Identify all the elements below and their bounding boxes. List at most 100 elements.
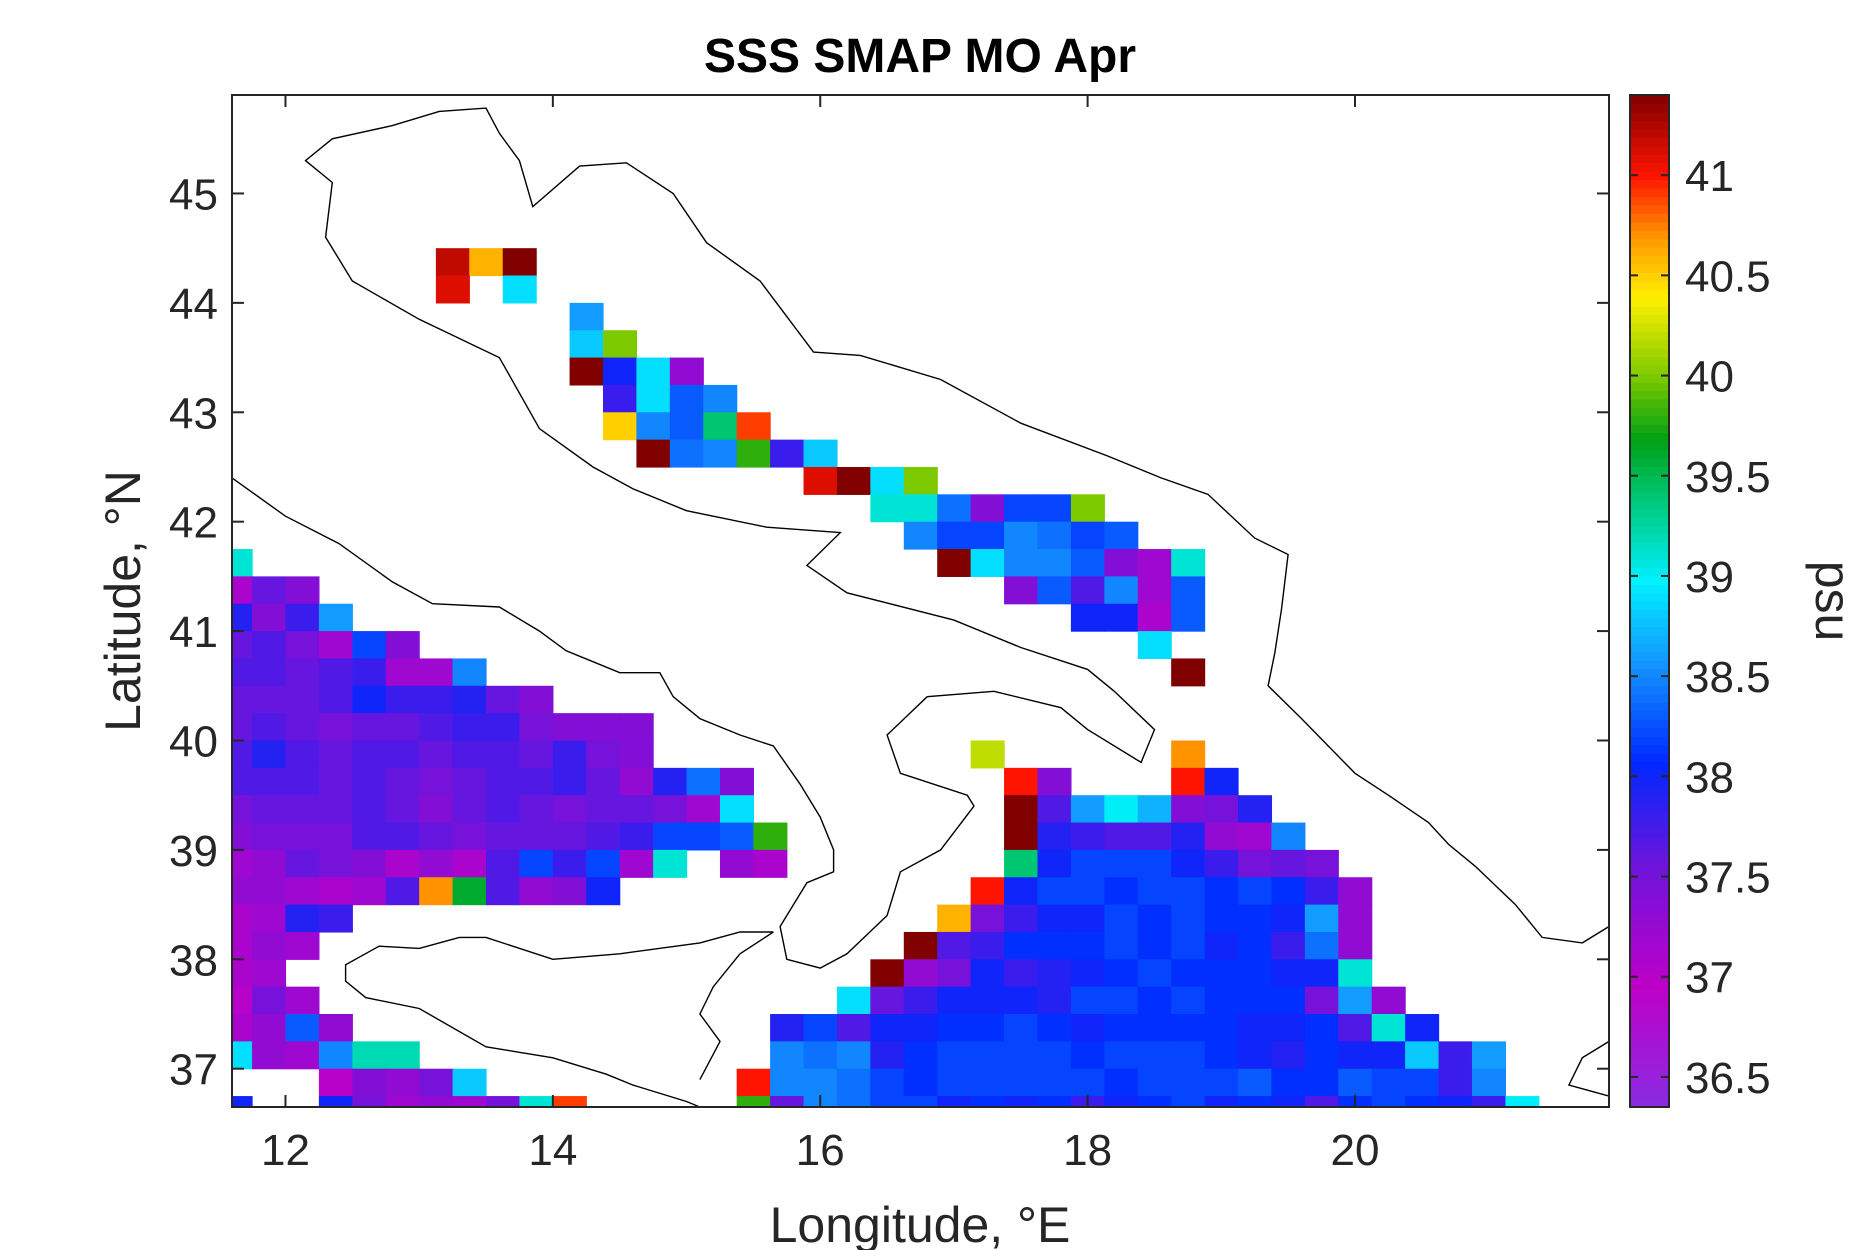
colorbar-band — [1630, 364, 1669, 375]
colorbar-band — [1630, 786, 1669, 796]
salinity-cell — [1104, 1041, 1139, 1070]
salinity-cell — [1037, 1014, 1072, 1042]
colorbar-band — [1630, 854, 1669, 864]
colorbar-band — [1630, 449, 1669, 459]
salinity-cell — [318, 1096, 353, 1107]
salinity-cell — [736, 1068, 771, 1097]
salinity-cell — [285, 931, 320, 960]
salinity-cell — [1271, 986, 1306, 1015]
colorbar-band — [1630, 668, 1669, 678]
salinity-cell — [519, 1096, 554, 1107]
salinity-cell — [1070, 877, 1105, 906]
salinity-cell — [1037, 931, 1072, 960]
colorbar-band — [1630, 845, 1669, 855]
salinity-cells — [232, 248, 1540, 1107]
salinity-cell — [385, 1068, 420, 1097]
salinity-cell — [452, 877, 487, 906]
salinity-cell — [1405, 1068, 1440, 1097]
salinity-cell — [1438, 1096, 1473, 1107]
salinity-cell — [619, 795, 654, 824]
salinity-cell — [1004, 986, 1039, 1015]
salinity-cell — [1271, 849, 1306, 878]
salinity-cell — [1104, 849, 1139, 878]
colorbar-band — [1630, 154, 1669, 164]
colorbar-band — [1630, 103, 1669, 113]
salinity-cell — [419, 740, 454, 769]
salinity-cell — [619, 740, 654, 769]
salinity-cell — [1171, 576, 1206, 605]
salinity-cell — [232, 849, 253, 878]
salinity-cell — [1304, 1014, 1339, 1042]
colorbar-band — [1630, 955, 1669, 965]
colorbar-band — [1630, 204, 1669, 214]
colorbar-band — [1630, 1081, 1669, 1091]
colorbar-frame — [1629, 94, 1670, 1108]
salinity-cell — [252, 576, 287, 605]
x-tick-label: 16 — [796, 1126, 845, 1175]
salinity-cell — [552, 740, 587, 769]
salinity-cell — [1304, 959, 1339, 988]
salinity-cell — [419, 658, 454, 687]
salinity-cell — [1304, 849, 1339, 878]
colorbar-band — [1630, 643, 1669, 653]
salinity-cell — [352, 822, 387, 851]
salinity-cell — [385, 849, 420, 878]
colorbar-band — [1630, 1014, 1669, 1024]
salinity-cell — [318, 849, 353, 878]
colorbar-band — [1630, 685, 1669, 695]
salinity-cell — [870, 959, 905, 988]
salinity-cell — [1104, 1096, 1139, 1107]
colorbar-band — [1630, 407, 1669, 417]
salinity-cell — [1070, 849, 1105, 878]
colorbar-band — [1630, 811, 1669, 822]
salinity-cell — [1405, 1096, 1440, 1107]
salinity-cell — [1438, 1041, 1473, 1070]
y-axis: 37 38 39 40 41 42 43 44 45 — [169, 170, 1609, 1095]
salinity-cell — [1338, 904, 1373, 933]
salinity-cell — [1338, 959, 1373, 988]
salinity-cell — [803, 1014, 838, 1042]
salinity-cell — [552, 849, 587, 878]
salinity-cell — [352, 713, 387, 742]
colorbar-tick-label: 37 — [1685, 954, 1734, 1003]
colorbar-band — [1630, 870, 1669, 881]
colorbar-band — [1630, 381, 1669, 391]
salinity-cell — [937, 959, 972, 988]
salinity-cell — [970, 549, 1005, 577]
salinity-cell — [1004, 959, 1039, 988]
salinity-cell — [232, 795, 253, 824]
salinity-cell — [586, 713, 621, 742]
salinity-cell — [1004, 494, 1039, 523]
salinity-cell — [1204, 1068, 1239, 1097]
colorbar-band — [1630, 1073, 1669, 1083]
salinity-cell — [836, 1096, 871, 1107]
salinity-cell — [586, 795, 621, 824]
salinity-cell — [1037, 576, 1072, 605]
colorbar-band — [1630, 550, 1669, 560]
salinity-cell — [1037, 549, 1072, 577]
colorbar-band — [1630, 213, 1669, 223]
salinity-cell — [1338, 877, 1373, 906]
colorbar-band — [1630, 221, 1669, 231]
colorbar-band — [1630, 803, 1669, 813]
salinity-cell — [770, 1096, 805, 1107]
y-tick-label: 40 — [169, 717, 218, 766]
salinity-cell — [653, 795, 688, 824]
colorbar-band — [1630, 440, 1669, 450]
salinity-cell — [686, 767, 721, 796]
salinity-cell — [452, 740, 487, 769]
salinity-cell — [903, 1041, 938, 1070]
salinity-cell — [669, 384, 704, 413]
salinity-cell — [1137, 959, 1172, 988]
salinity-cell — [352, 849, 387, 878]
salinity-cell — [1137, 931, 1172, 960]
salinity-cell — [836, 1014, 871, 1042]
salinity-cell — [232, 959, 253, 988]
salinity-cell — [452, 658, 487, 687]
salinity-cell — [1171, 1014, 1206, 1042]
colorbar-band — [1630, 862, 1669, 872]
salinity-cell — [1137, 986, 1172, 1015]
salinity-cell — [318, 685, 353, 714]
salinity-cell — [937, 549, 972, 577]
salinity-cell — [318, 1014, 353, 1042]
